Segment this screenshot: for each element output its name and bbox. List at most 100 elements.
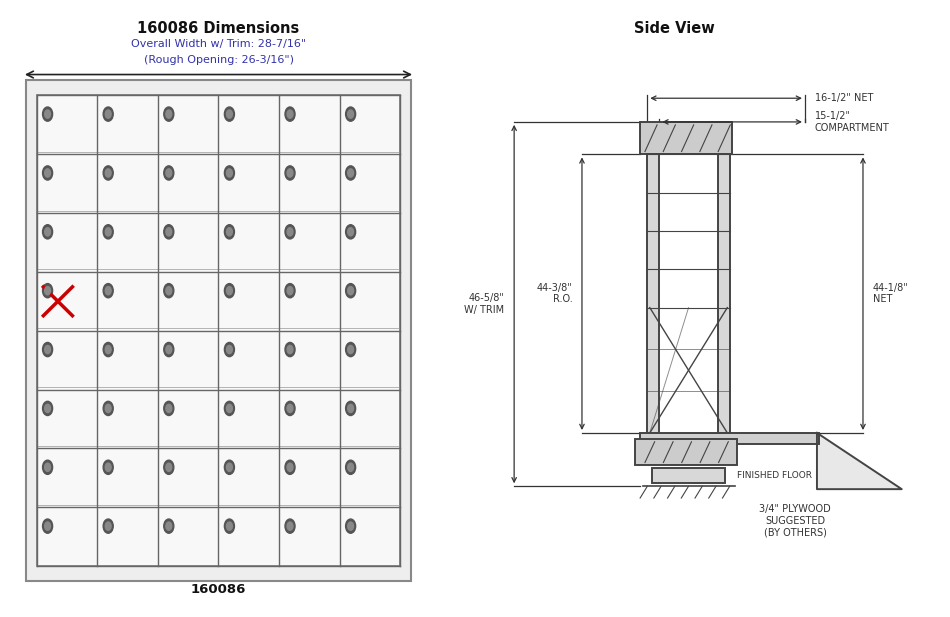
Circle shape xyxy=(285,401,295,415)
Circle shape xyxy=(163,107,174,121)
Circle shape xyxy=(226,228,233,236)
Circle shape xyxy=(285,284,295,298)
Circle shape xyxy=(287,286,293,295)
Circle shape xyxy=(224,401,235,415)
Circle shape xyxy=(224,460,235,474)
Circle shape xyxy=(348,228,353,236)
Circle shape xyxy=(104,460,113,474)
Circle shape xyxy=(285,166,295,180)
Circle shape xyxy=(43,342,52,357)
Circle shape xyxy=(287,463,293,471)
Bar xyxy=(27,80,410,581)
Circle shape xyxy=(346,519,355,533)
Circle shape xyxy=(348,110,353,118)
Text: 15-1/2"
COMPARTMENT: 15-1/2" COMPARTMENT xyxy=(814,111,889,133)
Circle shape xyxy=(285,342,295,357)
Bar xyxy=(636,439,737,465)
Circle shape xyxy=(226,346,233,354)
Circle shape xyxy=(224,166,235,180)
Circle shape xyxy=(43,519,52,533)
Circle shape xyxy=(224,284,235,298)
Bar xyxy=(640,433,819,444)
Circle shape xyxy=(166,286,172,295)
Circle shape xyxy=(105,404,111,413)
Circle shape xyxy=(45,169,50,177)
Circle shape xyxy=(226,169,233,177)
Circle shape xyxy=(348,169,353,177)
Circle shape xyxy=(45,463,50,471)
Circle shape xyxy=(105,346,111,354)
Circle shape xyxy=(226,522,233,530)
Text: Overall Width w/ Trim: 28-7/16": Overall Width w/ Trim: 28-7/16" xyxy=(131,39,306,49)
Circle shape xyxy=(163,225,174,239)
Circle shape xyxy=(43,401,52,415)
Circle shape xyxy=(226,404,233,413)
Circle shape xyxy=(348,286,353,295)
Text: 46-5/8"
W/ TRIM: 46-5/8" W/ TRIM xyxy=(465,293,504,315)
Circle shape xyxy=(105,169,111,177)
Circle shape xyxy=(43,284,52,298)
Circle shape xyxy=(166,463,172,471)
Circle shape xyxy=(104,166,113,180)
Circle shape xyxy=(348,522,353,530)
Circle shape xyxy=(224,519,235,533)
Circle shape xyxy=(224,225,235,239)
Circle shape xyxy=(226,286,233,295)
Circle shape xyxy=(166,346,172,354)
Circle shape xyxy=(163,519,174,533)
Text: FINISHED FLOOR: FINISHED FLOOR xyxy=(737,471,812,480)
Circle shape xyxy=(163,284,174,298)
Circle shape xyxy=(43,225,52,239)
Circle shape xyxy=(45,346,50,354)
Circle shape xyxy=(166,110,172,118)
Circle shape xyxy=(285,107,295,121)
Circle shape xyxy=(166,169,172,177)
Circle shape xyxy=(166,522,172,530)
Circle shape xyxy=(163,342,174,357)
Circle shape xyxy=(287,522,293,530)
Circle shape xyxy=(348,404,353,413)
Circle shape xyxy=(104,225,113,239)
Circle shape xyxy=(166,228,172,236)
Circle shape xyxy=(104,342,113,357)
Circle shape xyxy=(43,460,52,474)
Circle shape xyxy=(105,463,111,471)
Circle shape xyxy=(163,401,174,415)
Circle shape xyxy=(163,460,174,474)
Circle shape xyxy=(166,404,172,413)
Circle shape xyxy=(104,107,113,121)
Circle shape xyxy=(43,107,52,121)
Circle shape xyxy=(287,110,293,118)
Circle shape xyxy=(226,110,233,118)
Circle shape xyxy=(45,228,50,236)
Circle shape xyxy=(346,342,355,357)
Bar xyxy=(717,154,730,433)
Circle shape xyxy=(285,519,295,533)
Text: 44-1/8"
NET: 44-1/8" NET xyxy=(873,283,908,305)
Circle shape xyxy=(287,404,293,413)
Circle shape xyxy=(224,342,235,357)
Circle shape xyxy=(105,286,111,295)
Circle shape xyxy=(346,460,355,474)
Text: 16-1/2" NET: 16-1/2" NET xyxy=(814,93,873,103)
Circle shape xyxy=(45,286,50,295)
Bar xyxy=(37,95,400,566)
Circle shape xyxy=(104,519,113,533)
Circle shape xyxy=(348,346,353,354)
Circle shape xyxy=(104,401,113,415)
Circle shape xyxy=(43,166,52,180)
Circle shape xyxy=(346,401,355,415)
Circle shape xyxy=(285,225,295,239)
Circle shape xyxy=(45,404,50,413)
Circle shape xyxy=(346,284,355,298)
Circle shape xyxy=(285,460,295,474)
Circle shape xyxy=(105,522,111,530)
Circle shape xyxy=(224,107,235,121)
Circle shape xyxy=(163,166,174,180)
Circle shape xyxy=(105,110,111,118)
Circle shape xyxy=(346,166,355,180)
Text: 44-3/8"
R.O.: 44-3/8" R.O. xyxy=(537,283,572,305)
Circle shape xyxy=(287,228,293,236)
Text: 160086 Dimensions: 160086 Dimensions xyxy=(138,21,299,36)
Circle shape xyxy=(226,463,233,471)
